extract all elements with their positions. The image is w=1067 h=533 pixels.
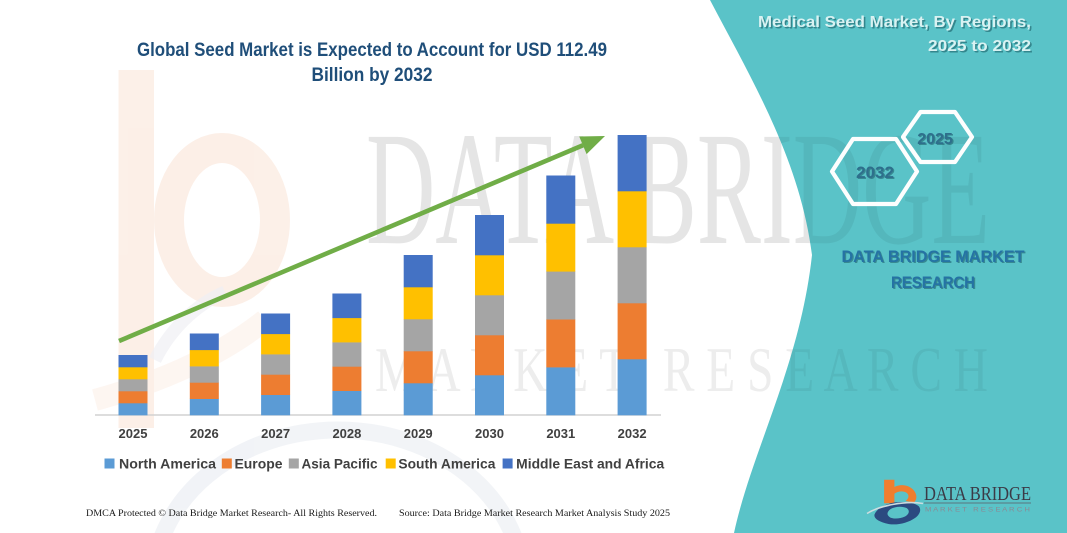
svg-text:South America: South America — [398, 457, 495, 472]
svg-text:2032: 2032 — [857, 164, 895, 183]
svg-text:Asia Pacific: Asia Pacific — [302, 457, 378, 472]
svg-text:DATA BRIDGE MARKET: DATA BRIDGE MARKET — [843, 248, 1027, 267]
svg-text:DATA BRIDGE MARKET: DATA BRIDGE MARKET — [842, 247, 1026, 266]
svg-text:Europe: Europe — [235, 457, 283, 472]
svg-text:2032: 2032 — [856, 163, 894, 182]
svg-text:RESEARCH: RESEARCH — [892, 274, 976, 293]
svg-text:Source: Data Bridge Market Res: Source: Data Bridge Market Research Mark… — [399, 508, 671, 518]
svg-text:RESEARCH: RESEARCH — [891, 273, 975, 292]
svg-text:2025: 2025 — [917, 131, 953, 148]
svg-text:2025: 2025 — [119, 426, 148, 441]
svg-text:2025 to 2032: 2025 to 2032 — [928, 38, 1031, 55]
svg-text:2030: 2030 — [475, 426, 504, 441]
svg-text:2027: 2027 — [261, 426, 290, 441]
svg-text:2028: 2028 — [332, 426, 361, 441]
svg-text:North America: North America — [119, 457, 217, 472]
svg-text:Medical Seed Market, By Region: Medical Seed Market, By Regions, — [760, 16, 1033, 33]
svg-text:2025: 2025 — [918, 132, 954, 149]
svg-text:2026: 2026 — [190, 426, 219, 441]
svg-text:DATA BRIDGE: DATA BRIDGE — [924, 483, 1031, 505]
svg-text:DMCA Protected © Data Bridge M: DMCA Protected © Data Bridge Market Rese… — [86, 508, 377, 518]
svg-text:2032: 2032 — [618, 426, 647, 441]
svg-text:Global Seed Market is Expected: Global Seed Market is Expected to Accoun… — [137, 40, 607, 61]
svg-text:Middle East and Africa: Middle East and Africa — [516, 457, 665, 472]
svg-text:Medical Seed Market, By Region: Medical Seed Market, By Regions, — [758, 14, 1031, 31]
svg-text:2029: 2029 — [404, 426, 433, 441]
svg-text:2031: 2031 — [546, 426, 575, 441]
svg-text:M A R K E T R E S E A R C H: M A R K E T R E S E A R C H — [925, 508, 1030, 514]
svg-text:2025 to 2032: 2025 to 2032 — [930, 40, 1033, 57]
svg-text:Billion by 2032: Billion by 2032 — [312, 65, 433, 86]
